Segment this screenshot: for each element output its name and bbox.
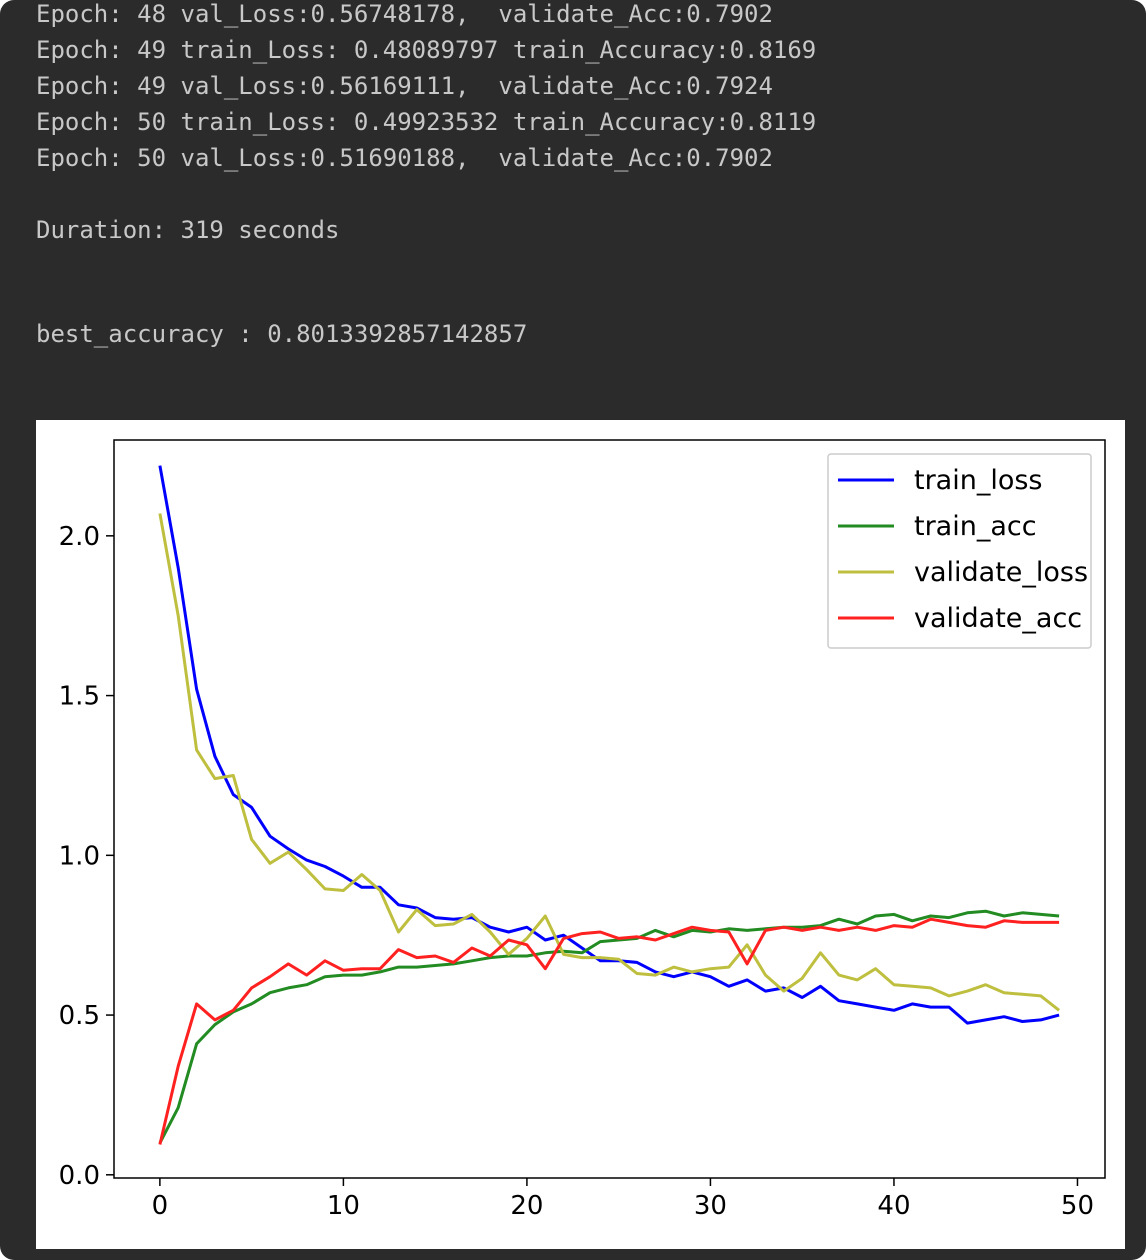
y-tick-label: 1.0 [59, 841, 100, 871]
log-line: Epoch: 48 val_Loss:0.56748178, validate_… [36, 0, 773, 28]
y-tick-label: 1.5 [59, 682, 100, 712]
legend-label: validate_loss [914, 557, 1088, 588]
log-line: Epoch: 50 val_Loss:0.51690188, validate_… [36, 144, 773, 172]
log-line: Epoch: 50 train_Loss: 0.49923532 train_A… [36, 108, 817, 136]
duration-line: Duration: 319 seconds [36, 216, 340, 244]
series-line-validate-acc [158, 917, 1060, 1145]
line-chart: 0 10 20 30 40 50 0.0 0.5 1.0 1.5 2.0 train_losstrai… [59, 439, 1106, 1221]
log-line: Epoch: 49 train_Loss: 0.48089797 train_A… [36, 36, 817, 64]
y-tick-label: 2.0 [59, 522, 100, 552]
legend-label: train_acc [914, 511, 1037, 542]
x-tick-label: 10 [327, 1191, 360, 1221]
x-tick-label: 0 [152, 1191, 169, 1221]
x-tick-label: 40 [877, 1191, 910, 1221]
plot-frame [113, 439, 1106, 1179]
y-tick-label: 0.5 [59, 1001, 100, 1031]
x-tick-label: 20 [510, 1191, 543, 1221]
x-tick-label: 30 [694, 1191, 727, 1221]
series-line-train-loss [158, 465, 1060, 1025]
series-line-train-acc [158, 909, 1060, 1144]
best-accuracy-line: best_accuracy : 0.8013392857142857 [36, 320, 528, 348]
legend-box [827, 453, 1092, 649]
legend-label: train_loss [914, 465, 1043, 496]
legend-label: validate_acc [914, 603, 1082, 634]
log-line: Epoch: 49 val_Loss:0.56169111, validate_… [36, 72, 773, 100]
y-tick-label: 0.0 [59, 1161, 100, 1191]
x-tick-label: 50 [1061, 1191, 1094, 1221]
console-output: Epoch: 48 val_Loss:0.56748178, validate_… [36, 0, 1116, 348]
series-line-validate-loss [158, 513, 1061, 1012]
